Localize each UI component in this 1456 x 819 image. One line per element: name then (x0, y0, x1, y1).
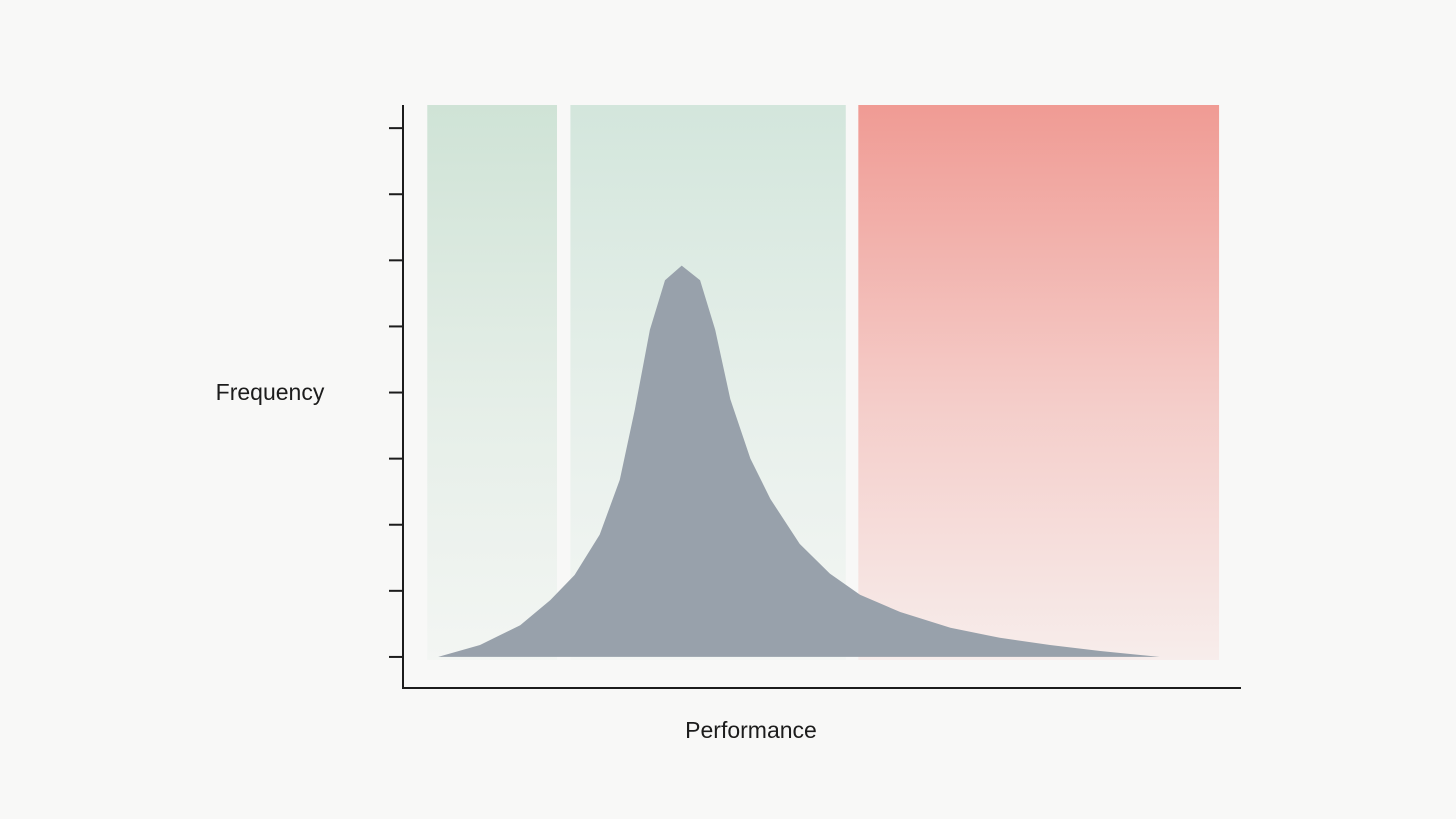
y-axis-label: Frequency (216, 379, 325, 405)
ticks (389, 127, 403, 658)
distribution-area (438, 265, 1160, 657)
region (858, 105, 1220, 660)
x-axis-label: Performance (685, 717, 817, 743)
area-layer (438, 265, 1160, 657)
region (427, 105, 558, 660)
